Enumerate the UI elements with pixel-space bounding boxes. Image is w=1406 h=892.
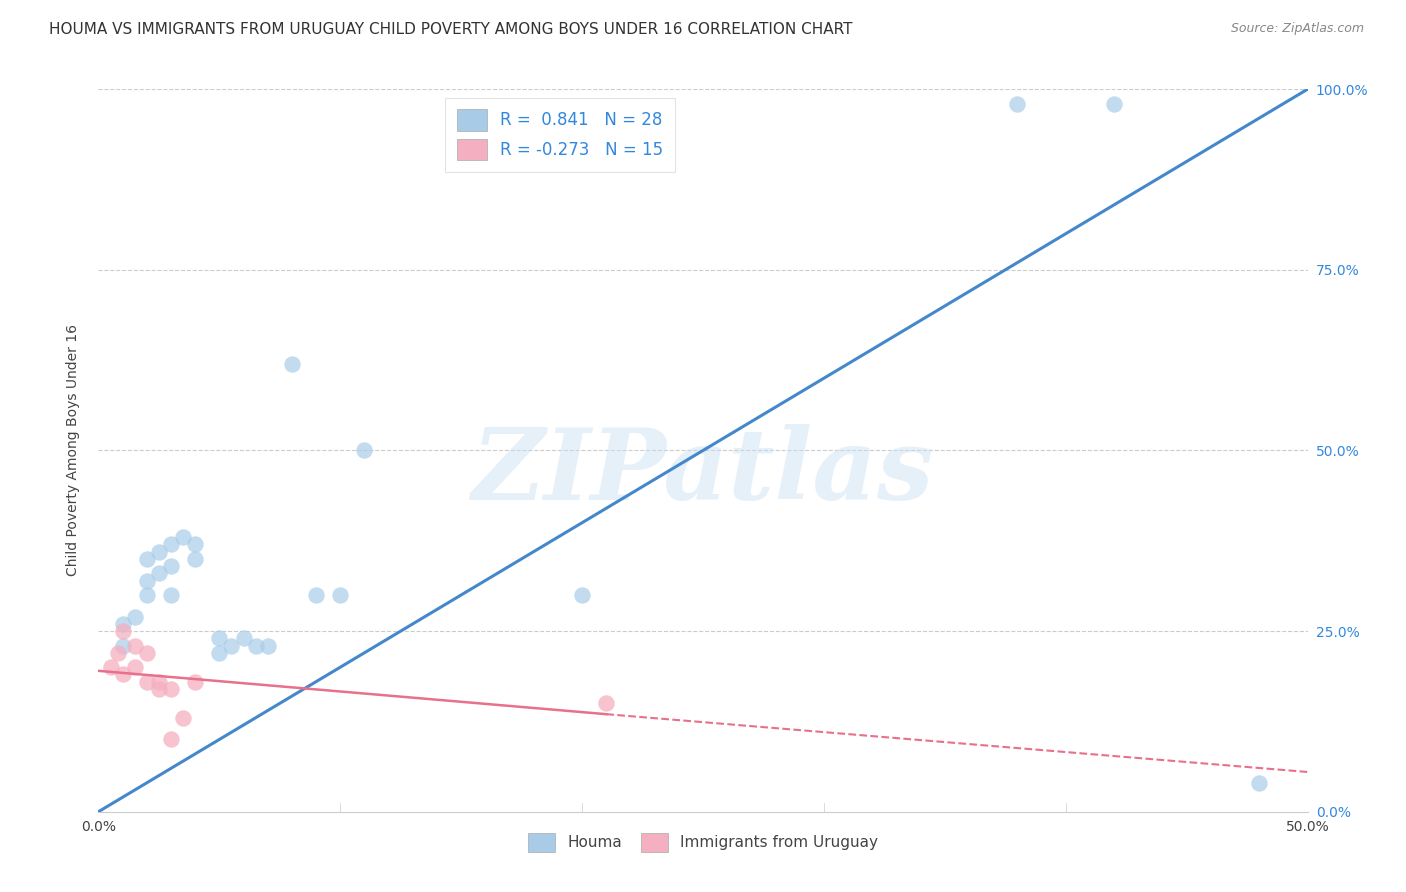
Point (148, 674, 170, 689)
Point (184, 551, 207, 566)
Point (208, 632, 231, 646)
Point (184, 674, 207, 689)
Point (256, 639, 278, 653)
Point (305, 588, 328, 602)
Point (353, 443, 375, 458)
Point (281, 357, 304, 371)
Point (184, 537, 207, 551)
Text: Source: ZipAtlas.com: Source: ZipAtlas.com (1230, 22, 1364, 36)
Point (1249, 776, 1271, 790)
Point (148, 566, 170, 581)
Point (245, 639, 267, 653)
Text: ZIPatlas: ZIPatlas (472, 424, 934, 520)
Point (208, 646, 231, 660)
Point (124, 609, 146, 624)
Point (135, 674, 157, 689)
Point (111, 624, 134, 639)
Point (100, 660, 122, 674)
Point (124, 639, 146, 653)
Point (160, 681, 183, 696)
Point (232, 632, 254, 646)
Y-axis label: Child Poverty Among Boys Under 16: Child Poverty Among Boys Under 16 (66, 325, 80, 576)
Point (160, 588, 183, 602)
Point (172, 530, 194, 544)
Point (111, 639, 134, 653)
Point (160, 732, 183, 747)
Point (135, 646, 157, 660)
Legend: Houma, Immigrants from Uruguay: Houma, Immigrants from Uruguay (522, 826, 884, 858)
Point (160, 559, 183, 574)
Point (135, 588, 157, 602)
Point (124, 660, 146, 674)
Point (107, 646, 129, 660)
Point (148, 681, 170, 696)
Point (111, 667, 134, 681)
Point (595, 696, 617, 710)
Point (329, 588, 352, 602)
Point (111, 616, 134, 631)
Point (221, 639, 243, 653)
Point (135, 551, 157, 566)
Text: HOUMA VS IMMIGRANTS FROM URUGUAY CHILD POVERTY AMONG BOYS UNDER 16 CORRELATION C: HOUMA VS IMMIGRANTS FROM URUGUAY CHILD P… (49, 22, 852, 37)
Point (135, 574, 157, 588)
Point (1007, 96, 1029, 111)
Point (172, 711, 194, 725)
Point (1102, 96, 1125, 111)
Point (571, 588, 593, 602)
Point (148, 544, 170, 558)
Point (160, 537, 183, 551)
